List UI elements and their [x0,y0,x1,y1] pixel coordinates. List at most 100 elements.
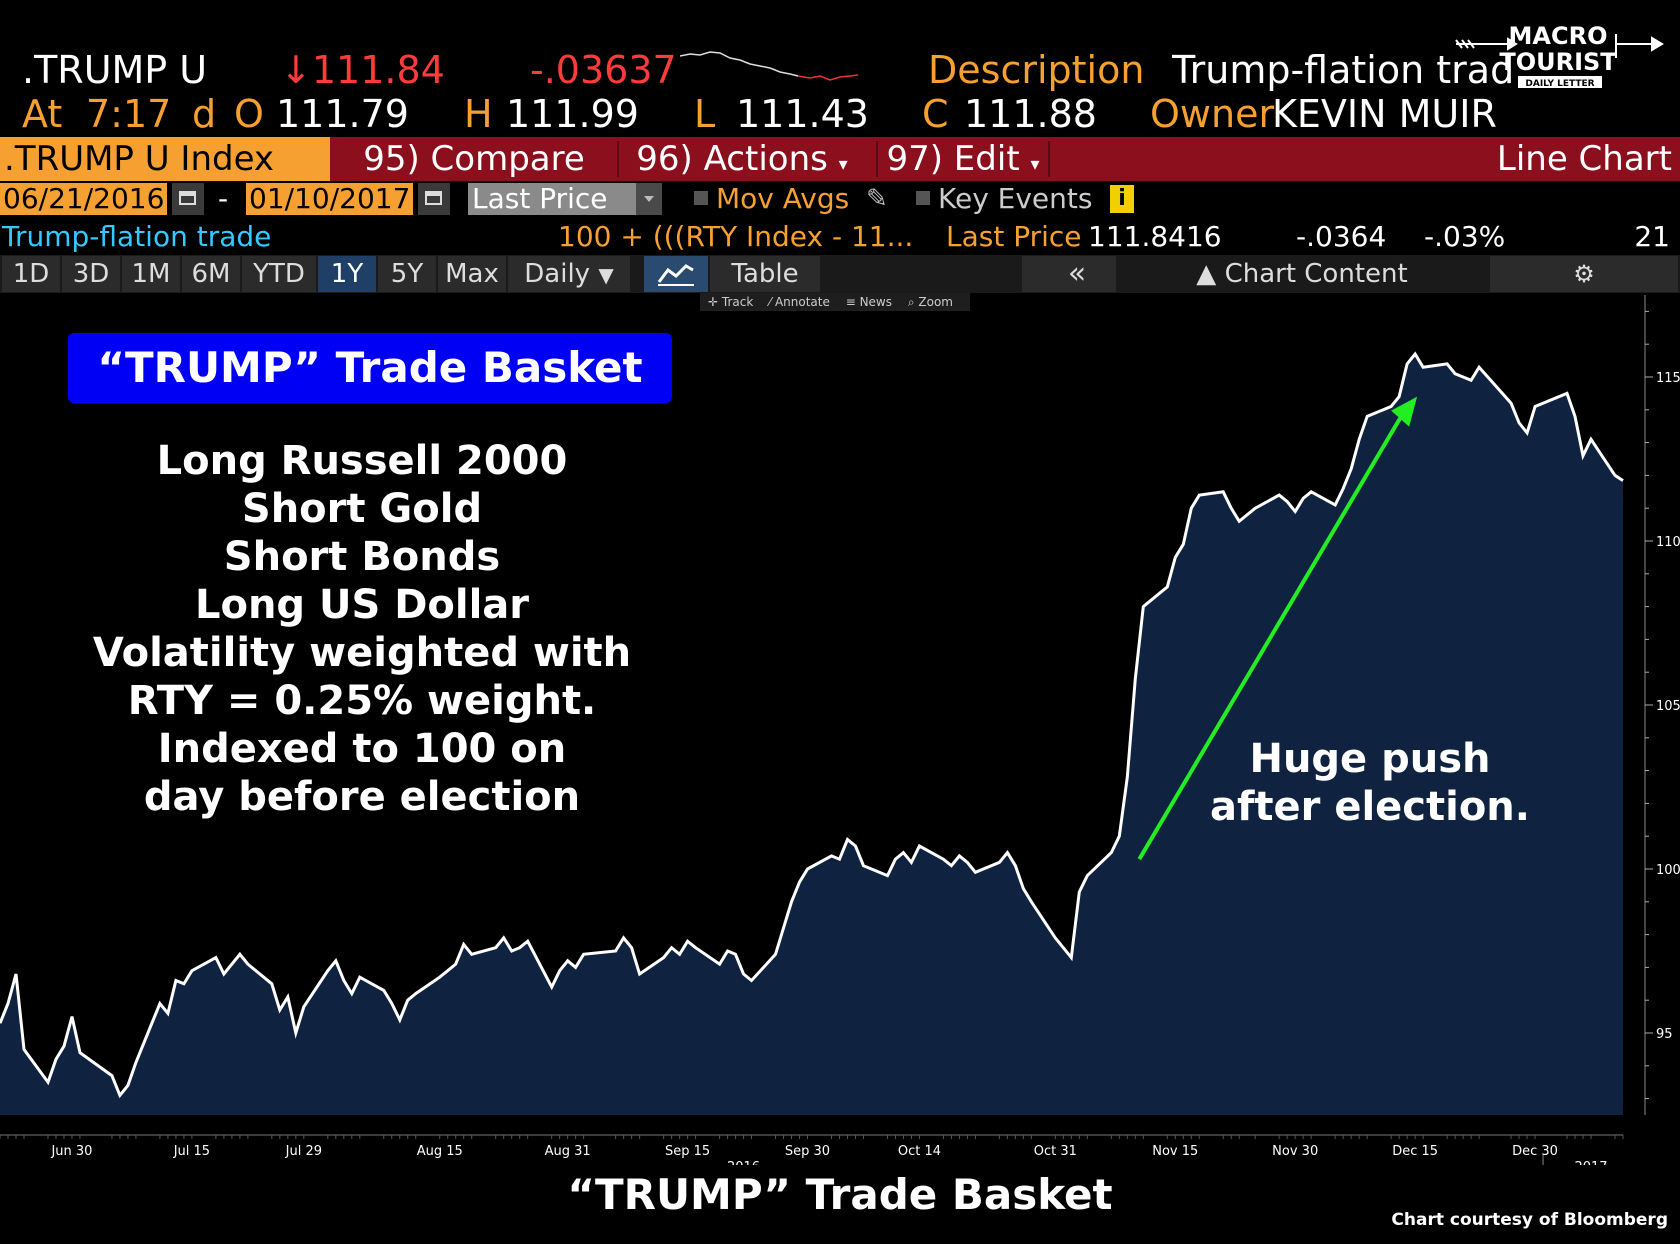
start-date-input[interactable]: 06/21/2016 [0,183,168,215]
track-icon[interactable]: ✛ [708,295,722,309]
basket-title-box: “TRUMP” Trade Basket [68,333,672,403]
zoom-icon[interactable]: ⌕ [907,295,919,309]
x-year-label: 2016 [727,1160,760,1165]
note-line: Indexed to 100 on [157,726,567,772]
chevron-down-icon[interactable] [636,183,662,215]
zoom-button[interactable]: Zoom [918,295,953,309]
high-value: 111.99 [506,92,639,136]
annotate-button[interactable]: Annotate [774,295,830,309]
series-line [0,351,1624,1099]
chart-content-label: Chart Content [1224,259,1408,289]
intraday-sparkline [680,51,859,81]
price-value: 111.8416 [1088,220,1222,253]
x-tick-label: Aug 15 [417,1144,463,1159]
edit-button[interactable]: 97) Edit ▾ [880,137,1046,181]
tab-1d[interactable]: 1D [2,256,60,292]
period-select[interactable]: Daily ▼ [508,256,630,292]
open-value: 111.79 [276,92,409,136]
gear-icon[interactable]: ⚙ [1490,256,1678,292]
pct-change: -.03% [1424,220,1506,253]
compare-button[interactable]: 95) Compare [363,139,585,179]
series-formula: 100 + (((RTY Index - 11... [558,220,914,253]
news-icon[interactable]: ≡ [845,295,860,309]
chart-content-button[interactable]: ▲ Chart Content [1116,256,1488,292]
calendar-icon[interactable] [172,183,204,215]
key-events-checkbox[interactable] [916,191,930,205]
chart-type-label[interactable]: Line Chart [1496,139,1672,179]
x-tick-label: Jul 29 [285,1144,322,1159]
tab-3d[interactable]: 3D [62,256,120,292]
open-label: O [234,92,264,136]
svg-text:TOURIST: TOURIST [1499,48,1617,76]
note-line: Volatility weighted with [92,630,632,676]
basket-notes: Long Russell 2000 Short Gold Short Bonds… [62,437,662,821]
y-tick-label: 105 [1656,699,1680,714]
table-tab[interactable]: Table [710,256,820,292]
actions-button[interactable]: 96) Actions ▾ [620,137,864,181]
high-label: H [464,92,493,136]
last-price: ↓111.84 [280,48,445,92]
triangle-down-icon: ▼ [598,263,614,287]
owner-label: Owner [1150,92,1275,136]
chart-credit: Chart courtesy of Bloomberg [1391,1210,1668,1230]
track-button[interactable]: Track [721,295,754,309]
collapse-icon[interactable]: « [1022,256,1132,292]
date-range-dash: - [218,182,229,215]
note-line: Short Gold [241,486,483,532]
tab-ytd[interactable]: YTD [242,256,316,292]
push-annotation: Huge push after election. [1190,735,1550,831]
note-line: Short Bonds [223,534,501,580]
price-label: Last Price [946,220,1082,253]
annotate-icon[interactable]: ⁄ [769,295,775,309]
calendar-icon[interactable] [418,183,450,215]
x-tick-label: Sep 30 [785,1144,830,1159]
trend-arrow-head [1391,396,1418,427]
x-tick-label: 2017 [1574,1160,1607,1165]
svg-text:MACRO: MACRO [1509,22,1608,50]
x-tick-label: Oct 14 [898,1144,941,1159]
low-label: L [694,92,716,136]
tab-6m[interactable]: 6M [182,256,240,292]
pencil-icon[interactable]: ✎ [866,184,888,214]
series-name: Trump-flation trade [2,220,272,253]
trend-arrow-line [1137,408,1407,861]
tab-max[interactable]: Max [438,256,506,292]
tab-1m[interactable]: 1M [122,256,180,292]
x-tick-label: Jul 15 [173,1144,210,1159]
menu-bar: .TRUMP U Index 95) Compare 96) Actions ▾… [0,137,1680,181]
description-value: Trump-flation trade [1172,48,1512,92]
security-title[interactable]: .TRUMP U Index [0,137,330,181]
actions-label: 96) Actions [636,139,828,179]
low-value: 111.43 [736,92,869,136]
x-tick-label: Oct 31 [1034,1144,1077,1159]
tab-1y[interactable]: 1Y [318,256,376,292]
price-chart[interactable]: 95 100 105 110 115 Jun 30 Jul 15 Jul 29 Aug 15 A… [0,295,1680,1165]
close-value: 111.88 [964,92,1097,136]
mov-avgs-checkbox[interactable] [694,191,708,205]
note-line: RTY = 0.25% weight. [127,678,597,724]
tab-5y[interactable]: 5Y [378,256,436,292]
x-tick-label: Nov 15 [1152,1144,1198,1159]
svg-text:DAILY LETTER: DAILY LETTER [1525,79,1594,89]
description-label: Description [928,48,1145,92]
chart-content-icon: ▲ [1196,259,1225,289]
note-line: Long Russell 2000 [156,438,568,484]
y-tick-label: 110 [1656,535,1680,550]
note-line: Long US Dollar [194,582,530,628]
mini-toolbar: ✛ Track ⁄ Annotate ≡ News ⌕ Zoom [700,293,970,311]
period-label: Daily [524,259,591,289]
edit-label: 97) Edit [886,139,1020,179]
push-line-1: Huge push [1249,736,1491,782]
x-tick-label: Jun 30 [50,1144,92,1159]
chevron-down-icon: ▾ [838,154,848,175]
price-change: -.03637 [530,48,677,92]
field-select[interactable]: Last Price [468,183,636,215]
chevron-down-icon: ▾ [1030,154,1040,175]
line-chart-icon[interactable] [644,256,708,292]
footer-title: “TRUMP” Trade Basket [567,1170,1113,1219]
info-icon[interactable]: i [1110,185,1134,213]
mov-avgs-label: Mov Avgs [716,182,850,215]
news-button[interactable]: News [859,295,892,309]
end-date-input[interactable]: 01/10/2017 [246,183,414,215]
close-label: C [922,92,949,136]
